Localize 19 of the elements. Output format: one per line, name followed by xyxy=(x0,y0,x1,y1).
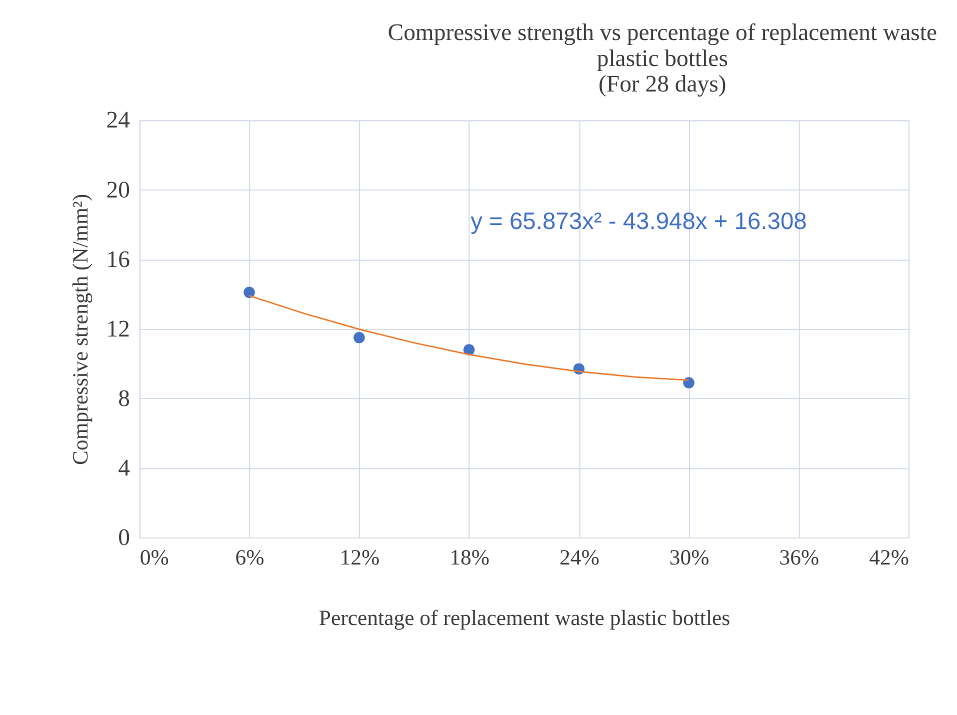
x-tick-label: 24% xyxy=(559,546,600,570)
y-tick-label: 4 xyxy=(118,455,130,482)
x-tick-label: 36% xyxy=(779,546,820,570)
y-tick-label: 12 xyxy=(106,316,130,342)
y-tick-label: 8 xyxy=(118,386,130,412)
y-tick-label: 24 xyxy=(106,108,130,134)
x-tick-label: 12% xyxy=(340,546,380,570)
x-tick-label: 18% xyxy=(450,546,490,570)
x-tick-label: 30% xyxy=(669,546,710,570)
y-tick-label: 0 xyxy=(118,524,130,551)
annotation: y = 65.873x² - 43.948x + 16.308 xyxy=(470,209,807,236)
chart-title: Compressive strength vs percentage of replacement waste plastic bottles (For 28 days) xyxy=(388,20,938,98)
x-tick-label: 42% xyxy=(869,546,910,570)
y-tick-label: 16 xyxy=(106,246,130,273)
y-axis-title: Compressive strength (N/mm²) xyxy=(68,194,92,465)
y-tick-label: 20 xyxy=(106,177,130,204)
x-tick-label: 6% xyxy=(235,546,264,570)
x-axis-title: Percentage of replacement waste plastic bottles xyxy=(318,606,730,630)
x-tick-label: 0% xyxy=(140,546,169,570)
